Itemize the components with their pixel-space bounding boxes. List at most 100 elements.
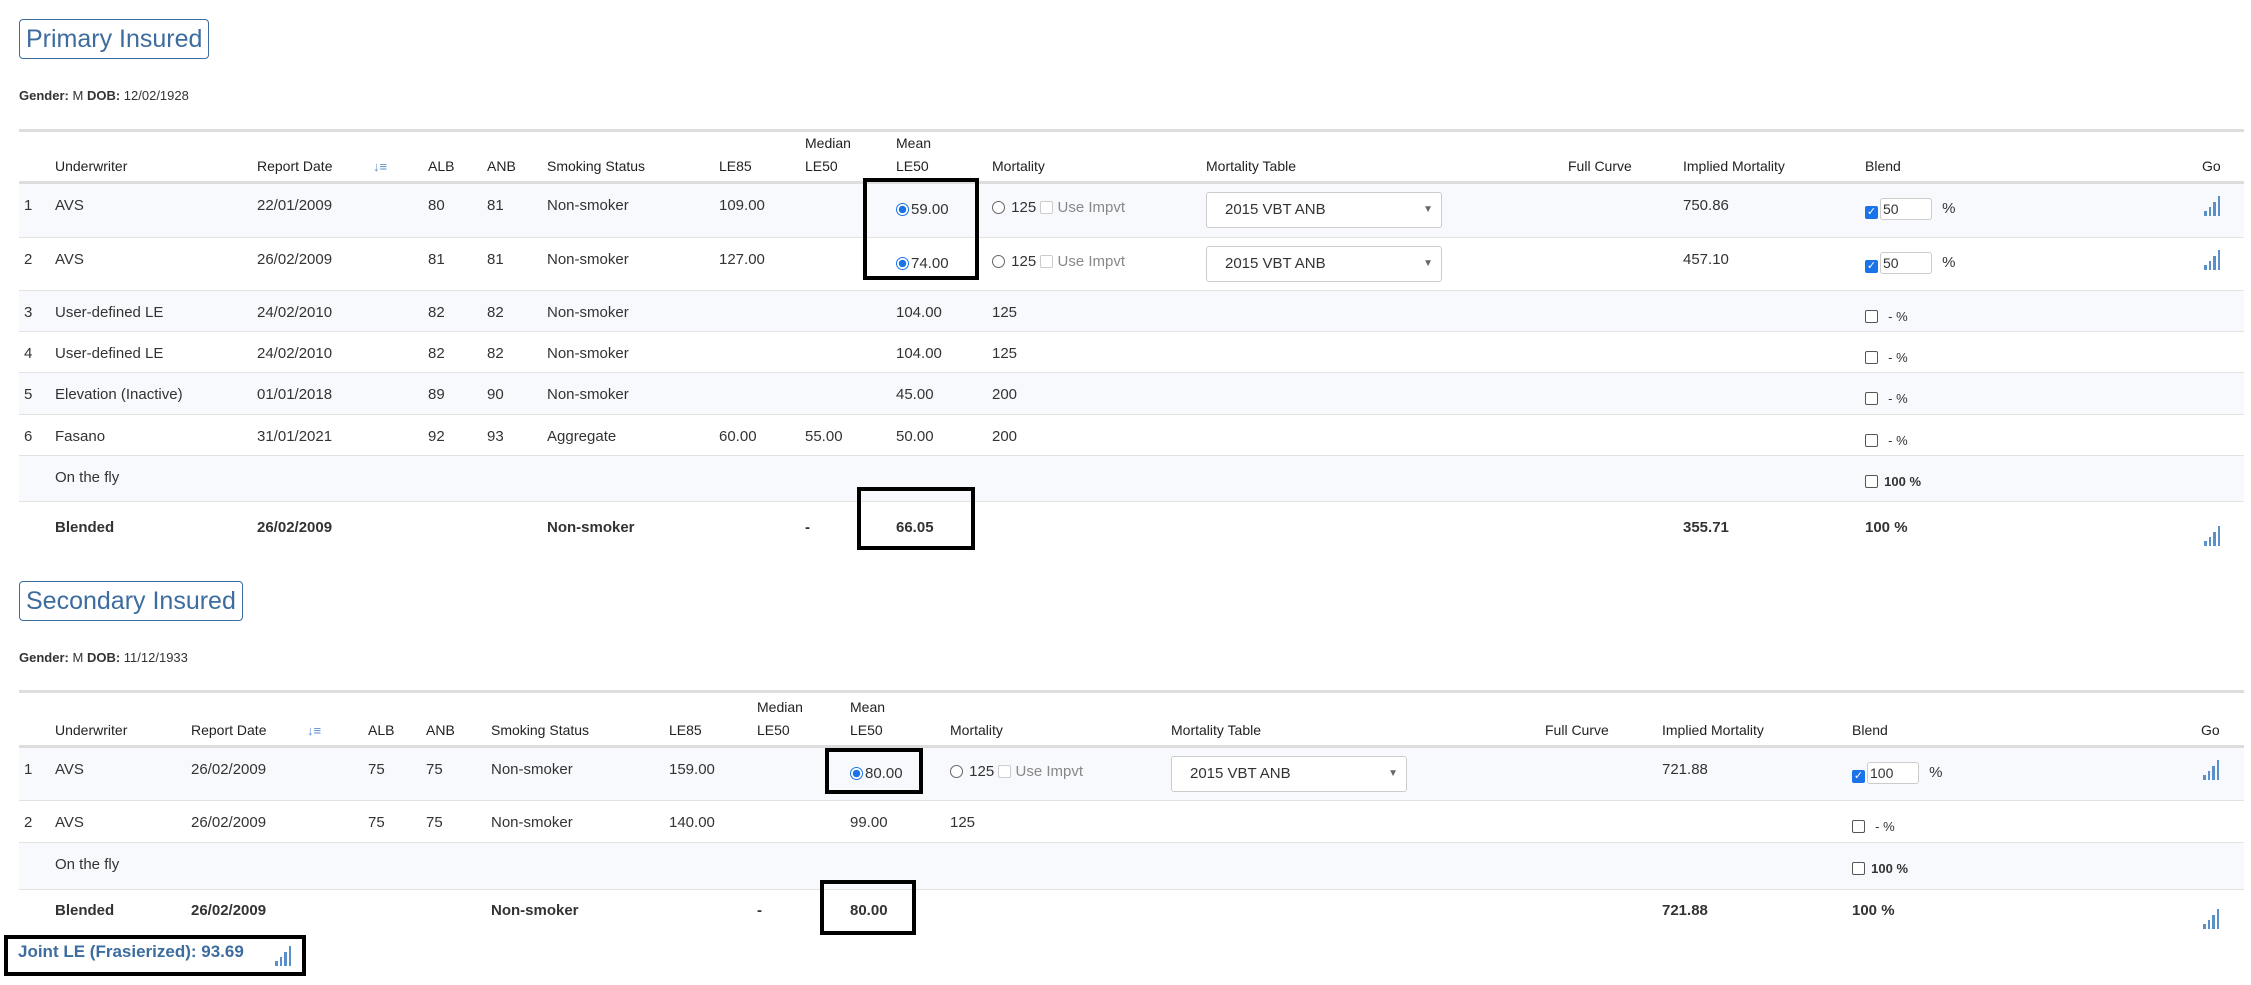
table-row: 5 Elevation (Inactive) 01/01/2018 89 90 Non-s…: [19, 373, 2244, 415]
blend[interactable]: - %: [1865, 389, 1908, 409]
blended-smoking-status: Non-smoker: [491, 902, 579, 919]
mortality-value: 125: [992, 304, 1018, 321]
header-go: Go: [2201, 722, 2220, 738]
mean-le50-radio[interactable]: [896, 257, 909, 270]
blend[interactable]: - %: [1852, 817, 1895, 837]
use-impvt-checkbox[interactable]: [998, 765, 1012, 778]
blend-text: - %: [1888, 309, 1908, 324]
header-le85: LE85: [719, 158, 752, 174]
blend-checkbox[interactable]: [1865, 392, 1878, 405]
header-mortality: Mortality: [992, 158, 1045, 174]
bar-chart-icon[interactable]: [275, 944, 293, 966]
blend-checkbox[interactable]: [1865, 310, 1878, 323]
blend-checkbox[interactable]: [1852, 820, 1865, 833]
on-the-fly-row: On the fly 100 %: [19, 456, 2244, 502]
bar-chart-icon[interactable]: [2203, 758, 2221, 780]
header-anb: ANB: [487, 158, 516, 174]
mortality-table-select[interactable]: 2015 VBT ANB ▼: [1171, 756, 1407, 792]
blend-text: - %: [1888, 391, 1908, 406]
blend-checkbox[interactable]: [1865, 434, 1878, 447]
bar-chart-icon[interactable]: [2203, 907, 2221, 929]
underwriter: User-defined LE: [55, 345, 164, 362]
blend-percent-input[interactable]: 50: [1880, 198, 1932, 220]
gender-value: M: [72, 88, 84, 103]
use-impvt-label: Use Impvt: [1057, 199, 1126, 216]
mortality-radio[interactable]: [950, 765, 963, 778]
table-row: 1 AVS 26/02/2009 75 75 Non-smoker 159.00 80.00 …: [19, 748, 2244, 801]
blended-mean-le50: 80.00: [850, 902, 888, 919]
use-impvt-checkbox[interactable]: [1040, 255, 1054, 268]
header-anb: ANB: [426, 722, 455, 738]
mean-le50[interactable]: 59.00: [896, 200, 949, 220]
blend[interactable]: 100 %: [1865, 472, 1921, 492]
mean-le50[interactable]: 80.00: [850, 764, 903, 784]
mean-le50: 45.00: [896, 385, 934, 405]
smoking-status: Non-smoker: [491, 761, 573, 778]
mortality-table-value: 2015 VBT ANB: [1225, 255, 1326, 272]
blend[interactable]: 100 %: [1852, 859, 1908, 879]
blended-smoking-status: Non-smoker: [547, 519, 635, 536]
dob-value: 11/12/1933: [123, 650, 188, 665]
highlight-box: [857, 487, 975, 550]
mortality[interactable]: 125 Use Impvt: [992, 198, 1125, 218]
use-impvt-checkbox[interactable]: [1040, 201, 1054, 214]
mean-le50[interactable]: 74.00: [896, 254, 949, 274]
blend[interactable]: ✓ 100 %: [1852, 762, 1943, 784]
blend-percent-input[interactable]: 50: [1880, 252, 1932, 274]
highlight-box: [820, 880, 916, 935]
blend-text: - %: [1888, 350, 1908, 365]
row-index: 2: [24, 814, 33, 831]
percent-sign: %: [1929, 763, 1943, 781]
bar-chart-icon[interactable]: [2204, 248, 2222, 270]
blend[interactable]: ✓ 50 %: [1865, 252, 1956, 274]
mortality[interactable]: 125 Use Impvt: [992, 252, 1125, 272]
blend[interactable]: - %: [1865, 431, 1908, 451]
dob-label: DOB:: [86, 88, 121, 103]
joint-le[interactable]: Joint LE (Frasierized): 93.69: [18, 942, 244, 962]
gender-label: Gender:: [19, 88, 69, 103]
blend-checkbox[interactable]: [1865, 351, 1878, 364]
mortality-table-select[interactable]: 2015 VBT ANB ▼: [1206, 192, 1442, 228]
blend[interactable]: ✓ 50 %: [1865, 198, 1956, 220]
mortality-table-select[interactable]: 2015 VBT ANB ▼: [1206, 246, 1442, 282]
report-date: 01/01/2018: [257, 386, 333, 403]
mortality-radio[interactable]: [992, 255, 1005, 268]
blend-checkbox[interactable]: ✓: [1865, 259, 1878, 273]
blend-checkbox[interactable]: ✓: [1865, 205, 1878, 219]
blended-median-le50: -: [757, 902, 762, 919]
bar-chart-icon[interactable]: [2204, 194, 2222, 216]
header-report-date[interactable]: Report Date: [257, 158, 333, 174]
joint-le-label: Joint LE (Frasierized):: [18, 942, 197, 961]
header-implied-mortality: Implied Mortality: [1683, 158, 1785, 174]
blend[interactable]: - %: [1865, 307, 1908, 327]
anb: 93: [487, 428, 504, 445]
header-report-date[interactable]: Report Date: [191, 722, 267, 738]
blend-checkbox[interactable]: [1865, 475, 1878, 488]
blend[interactable]: - %: [1865, 348, 1908, 368]
row-index: 2: [24, 251, 33, 268]
mean-le50-value: 45.00: [896, 386, 934, 403]
mean-le50-radio[interactable]: [896, 203, 909, 216]
caret-down-icon: ▼: [1388, 768, 1398, 779]
alb: 80: [428, 197, 445, 214]
mortality-radio[interactable]: [992, 201, 1005, 214]
anb: 90: [487, 386, 504, 403]
mortality-value: 125: [950, 814, 976, 831]
row-index: 6: [24, 428, 33, 445]
sort-descending-icon[interactable]: ↓≡: [307, 723, 322, 738]
highlight-box: [4, 935, 306, 976]
mean-le50-radio[interactable]: [850, 767, 863, 780]
blend-percent-input[interactable]: 100: [1867, 762, 1919, 784]
joint-le-value: 93.69: [201, 942, 244, 961]
row-index: 3: [24, 304, 33, 321]
header-mean-le50: Mean: [896, 135, 932, 151]
bar-chart-icon[interactable]: [2204, 524, 2222, 546]
implied-mortality: 457.10: [1683, 251, 1729, 268]
anb: 82: [487, 304, 504, 321]
blend-checkbox[interactable]: ✓: [1852, 769, 1865, 783]
sort-descending-icon[interactable]: ↓≡: [373, 159, 388, 174]
blend-checkbox[interactable]: [1852, 862, 1865, 875]
mortality: 200: [992, 385, 1017, 405]
mean-le50-value: 104.00: [896, 304, 942, 321]
mortality[interactable]: 125 Use Impvt: [950, 762, 1083, 782]
